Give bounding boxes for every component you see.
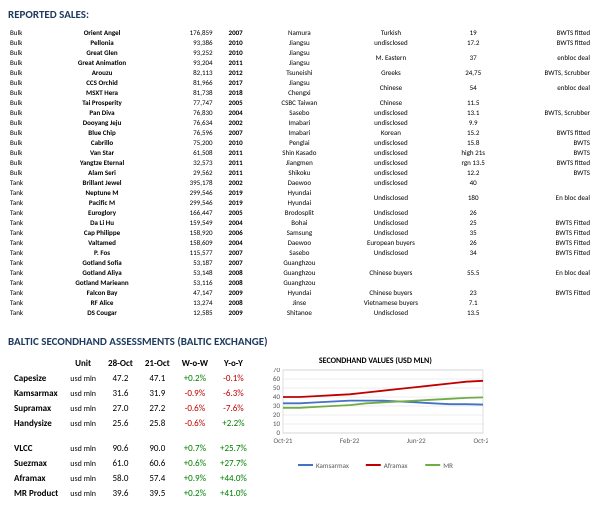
table-row: Suezmaxusd mln61.060.6+0.6%+27.7% — [8, 456, 253, 471]
svg-text:20: 20 — [273, 410, 281, 419]
svg-text:Oct-21: Oct-21 — [273, 436, 292, 445]
table-row: TankEuroglory166,4472005BrodosplitUndisc… — [8, 207, 592, 217]
baltic-assessments-table: Unit28-Oct21-OctW-o-WY-o-Y Capesizeusd m… — [8, 356, 253, 501]
svg-text:30: 30 — [273, 401, 281, 410]
table-row: TankCap Philippe158,9202006SamsungUndisc… — [8, 227, 592, 237]
table-row: Aframaxusd mln58.057.4+0.9%+44.0% — [8, 471, 253, 486]
reported-sales-title: REPORTED SALES: — [8, 8, 592, 21]
table-row: TankGotland Sofia53,1872007GuanghzouChin… — [8, 257, 592, 267]
baltic-title: BALTIC SECONDHAND ASSESSMENTS (BALTIC EX… — [8, 335, 592, 348]
chart-title: SECONDHAND VALUES (USD MLN) — [263, 356, 488, 366]
table-row: Capesizeusd mln47.247.1+0.2%-0.1% — [8, 371, 253, 386]
table-row: Kamsarmaxusd mln31.631.9-0.9%-6.3% — [8, 386, 253, 401]
table-row: Supramaxusd mln27.027.2-0.6%-7.6% — [8, 401, 253, 416]
table-row: BulkOrient Angel176,8592007NamuraTurkish… — [8, 27, 592, 37]
table-row: TankValtamed158,6092004DaewooEuropean bu… — [8, 237, 592, 247]
table-row: BulkPellonia93,3862010Jiangsuundisclosed… — [8, 37, 592, 47]
table-row: Handysizeusd mln25.625.8-0.6%+2.2% — [8, 416, 253, 431]
svg-text:Oct-22: Oct-22 — [473, 436, 487, 445]
table-row: TankP. Fos115,5772007SaseboUndisclosed34… — [8, 247, 592, 257]
table-row: TankFalcon Bay47,1472009HyundaiChinese b… — [8, 287, 592, 297]
table-row: TankRF Alice13,2742008JinseVietnamese bu… — [8, 297, 592, 307]
table-row: TankDS Cougar12,5852009ShitanoeUndisclos… — [8, 307, 592, 317]
table-row: BulkYangtze Eternal32,5732011Jiangmenund… — [8, 157, 592, 167]
svg-text:10: 10 — [273, 419, 281, 428]
table-row: VLCCusd mln90.690.0+0.7%+25.7% — [8, 441, 253, 456]
table-row — [8, 431, 253, 441]
reported-sales-table: BulkOrient Angel176,8592007NamuraTurkish… — [8, 27, 592, 317]
table-row: BulkArouzu82,1132012TsuneishiGreeks24,75… — [8, 67, 592, 77]
svg-text:Aframax: Aframax — [384, 461, 408, 470]
svg-text:40: 40 — [273, 392, 281, 401]
svg-text:Kamsarmax: Kamsarmax — [316, 461, 349, 470]
table-row: BulkPan Diva76,8302004Saseboundisclosed1… — [8, 107, 592, 117]
table-row: TankDa Li Hu159,5492004BohaiUndisclosed2… — [8, 217, 592, 227]
table-row: BulkGreat Glen93,2522010JiangsuM. Easter… — [8, 47, 592, 57]
svg-text:60: 60 — [273, 374, 281, 383]
table-row: BulkBlue Chip76,5962007ImabariKorean15.2… — [8, 127, 592, 137]
table-row: MR Productusd mln39.639.5+0.2%+41.0% — [8, 486, 253, 501]
table-row: TankNeptune M299,5462019HyundaiUndisclos… — [8, 187, 592, 197]
svg-text:MR: MR — [443, 461, 453, 470]
svg-text:Jun-22: Jun-22 — [407, 436, 426, 445]
table-row: TankBrillant Jewel395,1782002Daewooundis… — [8, 177, 592, 187]
svg-text:Feb-22: Feb-22 — [340, 436, 360, 445]
svg-text:50: 50 — [273, 383, 281, 392]
table-row: BulkVan Star61,5082011Shin Kasadoundiscl… — [8, 147, 592, 157]
table-row: BulkCCS Orchid81,9662017JiangsuChinese54… — [8, 77, 592, 87]
table-row: BulkTai Prosperity77,7472005CSBC TaiwanC… — [8, 97, 592, 107]
svg-text:70: 70 — [273, 368, 281, 374]
table-row: BulkDooyang Jeju76,6342002Imabariundiscl… — [8, 117, 592, 127]
table-row: BulkCabrillo75,2002010Penglaiundisclosed… — [8, 137, 592, 147]
table-row: BulkAlam Seri29,5622011Shikokuundisclose… — [8, 167, 592, 177]
secondhand-values-chart: SECONDHAND VALUES (USD MLN) 010203040506… — [263, 356, 488, 501]
